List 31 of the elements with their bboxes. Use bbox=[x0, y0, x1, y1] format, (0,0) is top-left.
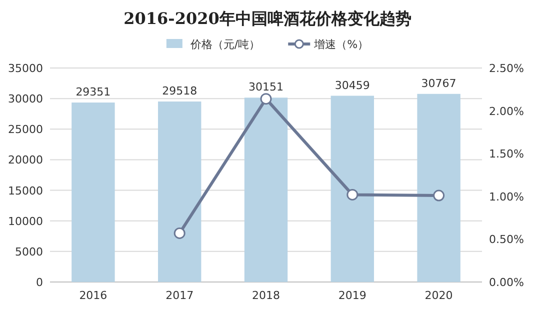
y-tick-label: 5000 bbox=[15, 245, 43, 258]
data-label: 29351 bbox=[76, 86, 111, 99]
y2-tick-label: 0.00% bbox=[489, 276, 524, 289]
data-label: 29518 bbox=[162, 84, 198, 98]
y2-tick-label: 1.00% bbox=[489, 190, 524, 204]
point bbox=[260, 93, 272, 105]
y-tick-label: 35000 bbox=[8, 62, 43, 75]
y-tick-label: 0 bbox=[36, 276, 43, 289]
y2-tick-label: 2.00% bbox=[489, 104, 524, 118]
y-tick-label: 25000 bbox=[8, 123, 43, 136]
x-tick-label: 2018 bbox=[252, 289, 280, 302]
x-tick-label: 2019 bbox=[338, 289, 366, 302]
data-label: 30459 bbox=[334, 78, 370, 92]
y-tick-label: 30000 bbox=[8, 92, 43, 106]
point bbox=[174, 227, 186, 239]
x-tick-label: 2017 bbox=[166, 289, 194, 302]
data-label: 30767 bbox=[421, 76, 456, 90]
legend-label: 增速（%） bbox=[313, 38, 369, 51]
x-tick-label: 2020 bbox=[424, 289, 453, 302]
data-label: 30151 bbox=[248, 80, 284, 94]
y-tick-label: 15000 bbox=[8, 184, 43, 198]
point bbox=[433, 190, 445, 202]
point bbox=[346, 188, 358, 200]
y2-tick-label: 1.50% bbox=[489, 148, 524, 161]
chart-title: 2016-2020年中国啤酒花价格变化趋势 bbox=[124, 9, 412, 28]
y-tick-label: 10000 bbox=[8, 214, 43, 228]
y2-tick-label: 0.50% bbox=[489, 233, 524, 246]
legend-label: 价格（元/吨） bbox=[189, 38, 260, 51]
y-tick-label: 20000 bbox=[8, 154, 43, 167]
x-tick-label: 2016 bbox=[79, 289, 108, 302]
y2-tick-label: 2.50% bbox=[489, 62, 524, 75]
